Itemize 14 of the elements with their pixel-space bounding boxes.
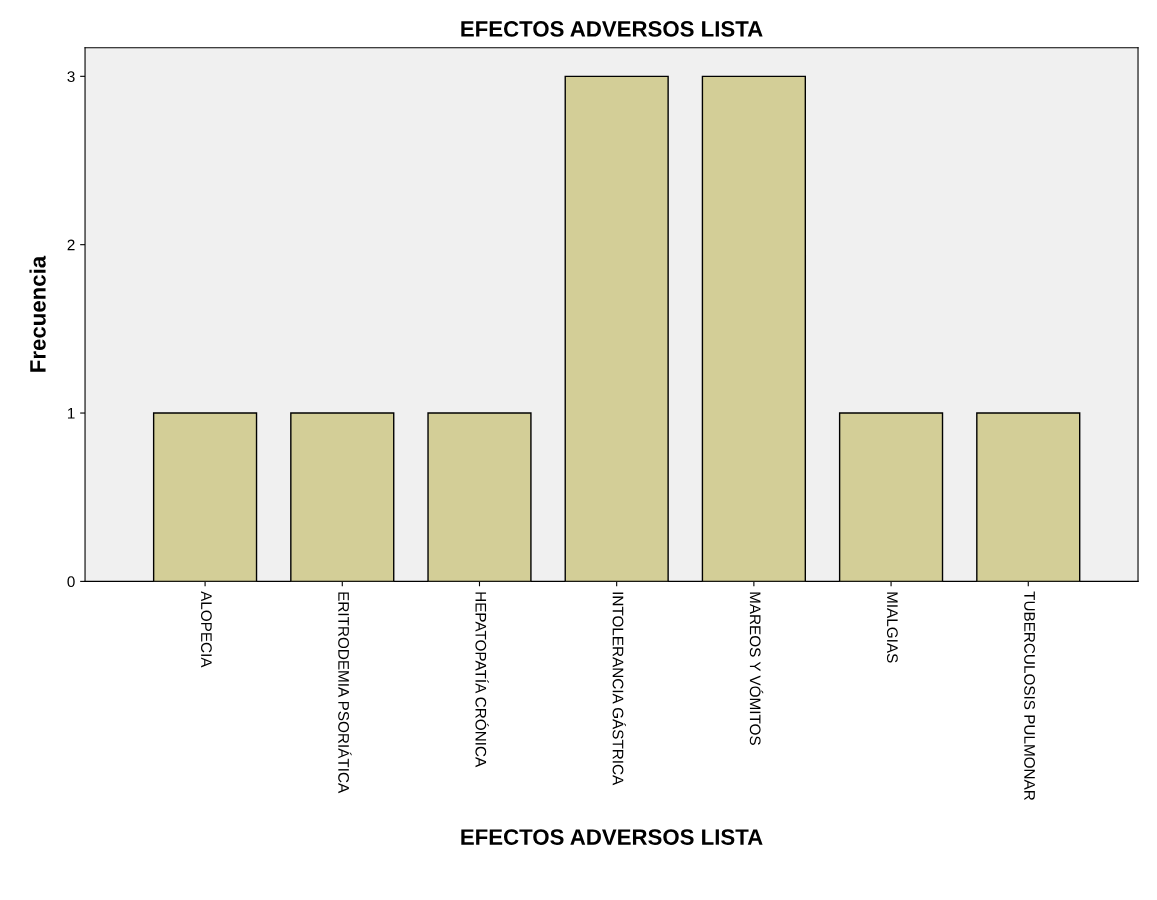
y-axis-title: Frecuencia <box>29 255 46 372</box>
y-tick-label: 0 <box>67 576 75 588</box>
chart-title: EFECTOS ADVERSOS LISTA <box>461 21 763 37</box>
y-tick-label: 1 <box>67 408 75 419</box>
x-tick-label: MAREOS Y VÓMITOS <box>749 592 764 745</box>
y-tick-label: 2 <box>67 239 75 251</box>
y-tick-label: 3 <box>67 71 75 83</box>
x-axis-title: EFECTOS ADVERSOS LISTA <box>461 829 763 845</box>
x-tick-label: ERITRODEMIA PSORIÁTICA <box>338 592 352 794</box>
x-tick-label: MIALGIAS <box>886 592 898 663</box>
x-tick-label: HEPATOPATÍA CRÓNICA <box>475 592 489 768</box>
x-tick-label: INTOLERANCIA GÁSTRICA <box>612 592 626 786</box>
x-tick-label: TUBERCULOSIS PULMONAR <box>1024 591 1035 801</box>
x-tick-label: ALOPECIA <box>200 591 212 668</box>
